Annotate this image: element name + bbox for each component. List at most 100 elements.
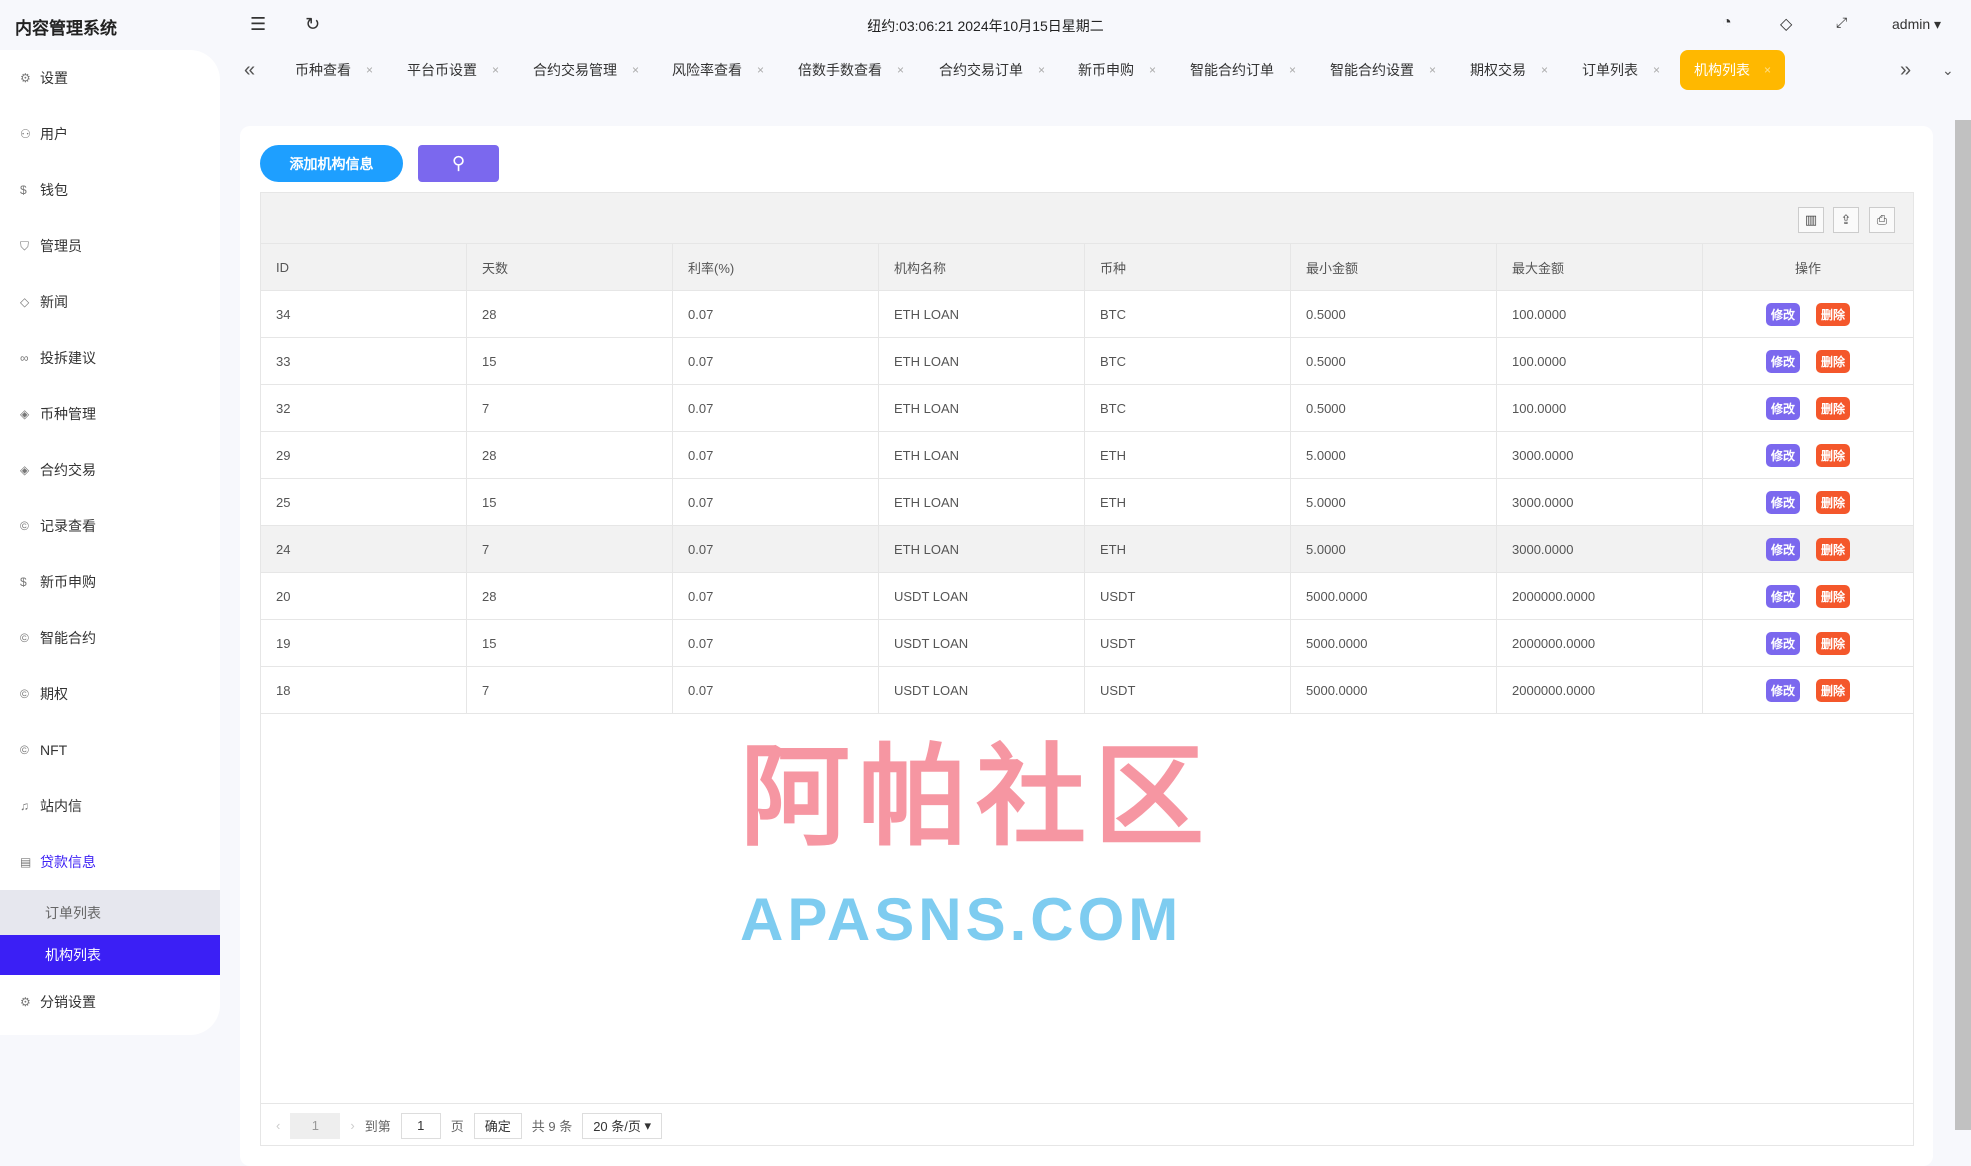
close-icon[interactable]: × — [1148, 63, 1156, 77]
tab-10[interactable]: 订单列表 × — [1582, 50, 1660, 90]
sidebar-item-4[interactable]: ◇ 新闻 — [0, 280, 220, 324]
coin-icon: © — [20, 631, 29, 645]
delete-button[interactable]: 删除 — [1816, 303, 1851, 326]
current-page[interactable]: 1 — [290, 1112, 341, 1139]
close-icon[interactable]: × — [365, 63, 373, 77]
shield-icon: ⛉ — [20, 238, 30, 253]
sidebar-item-2[interactable]: $ 钱包 — [0, 168, 220, 212]
sidebar-subitem-0[interactable]: 订单列表 — [0, 890, 220, 935]
add-institution-button[interactable]: 添加机构信息 — [260, 145, 403, 182]
edit-button[interactable]: 修改 — [1765, 538, 1800, 561]
sidebar-item-label: 用户 — [40, 126, 68, 142]
user-menu[interactable]: admin ▾ — [1892, 16, 1941, 33]
search-button[interactable]: ⚲ — [418, 145, 499, 182]
close-icon[interactable]: × — [1764, 63, 1772, 77]
sidebar-subitem-1[interactable]: 机构列表 — [0, 935, 220, 975]
tab-8[interactable]: 智能合约设置 × — [1330, 50, 1436, 90]
columns-icon[interactable]: ▥ — [1798, 207, 1824, 233]
dollar-icon: $ — [20, 575, 27, 589]
sidebar-item-1[interactable]: ⚇ 用户 — [0, 112, 220, 156]
sidebar-item-10[interactable]: © 智能合约 — [0, 616, 220, 660]
edit-button[interactable]: 修改 — [1765, 585, 1800, 608]
collapse-menu-icon[interactable]: ☰ — [250, 14, 267, 34]
close-icon[interactable]: × — [896, 63, 904, 77]
theme-icon[interactable]: ◔ — [1722, 14, 1732, 31]
diamond-icon: ◈ — [20, 407, 30, 421]
tab-11[interactable]: 机构列表 × — [1680, 50, 1786, 90]
edit-button[interactable]: 修改 — [1765, 303, 1800, 326]
next-page-icon[interactable]: › — [350, 1118, 355, 1133]
sidebar-item-3[interactable]: ⛉ 管理员 — [0, 224, 220, 268]
edit-button[interactable]: 修改 — [1765, 679, 1800, 702]
delete-button[interactable]: 删除 — [1816, 491, 1851, 514]
edit-button[interactable]: 修改 — [1765, 632, 1800, 655]
close-icon[interactable]: × — [631, 63, 639, 77]
tab-0[interactable]: 币种查看 × — [295, 50, 373, 90]
tab-9[interactable]: 期权交易 × — [1470, 50, 1548, 90]
close-icon[interactable]: × — [1540, 63, 1548, 77]
sidebar-item-13[interactable]: ♫ 站内信 — [0, 784, 220, 828]
delete-button[interactable]: 删除 — [1816, 585, 1851, 608]
table-cell: 100.0000 — [1497, 291, 1703, 338]
tag-icon[interactable]: ◇ — [1780, 16, 1793, 33]
delete-button[interactable]: 删除 — [1816, 632, 1851, 655]
close-icon[interactable]: × — [1428, 63, 1436, 77]
delete-button[interactable]: 删除 — [1816, 397, 1851, 420]
prev-page-icon[interactable]: ‹ — [276, 1118, 281, 1133]
tab-2[interactable]: 合约交易管理 × — [533, 50, 639, 90]
sidebar-item-8[interactable]: © 记录查看 — [0, 504, 220, 548]
table-row: 19 15 0.07 USDT LOAN USDT 5000.0000 2000000.00… — [261, 620, 1913, 667]
edit-button[interactable]: 修改 — [1765, 491, 1800, 514]
tab-3[interactable]: 风险率查看 × — [672, 50, 764, 90]
table-cell: 修改 删除 — [1703, 573, 1913, 620]
fullscreen-icon[interactable]: ⤢ — [1836, 14, 1848, 30]
sidebar-item-label: 新币申购 — [40, 574, 96, 590]
tab-6[interactable]: 新币申购 × — [1078, 50, 1156, 90]
tab-label: 智能合约设置 — [1330, 62, 1414, 78]
sidebar-item-6[interactable]: ◈ 币种管理 — [0, 392, 220, 436]
delete-button[interactable]: 删除 — [1816, 444, 1851, 467]
print-icon[interactable]: ⎙ — [1869, 207, 1895, 233]
table-cell: 5000.0000 — [1291, 573, 1497, 620]
sidebar-item-7[interactable]: ◈ 合约交易 — [0, 448, 220, 492]
close-icon[interactable]: × — [1037, 63, 1045, 77]
sidebar-item-9[interactable]: $ 新币申购 — [0, 560, 220, 604]
confirm-button[interactable]: 确定 — [473, 1112, 522, 1139]
delete-button[interactable]: 删除 — [1816, 538, 1851, 561]
table-cell: BTC — [1085, 338, 1291, 385]
tab-7[interactable]: 智能合约订单 × — [1190, 50, 1296, 90]
sidebar-item-12[interactable]: © NFT — [0, 728, 220, 772]
sidebar-item-distribution[interactable]: ⚙ 分销设置 — [0, 980, 220, 1024]
table-cell: 15 — [467, 338, 673, 385]
tabs-scroll-left-icon[interactable]: « — [244, 58, 256, 81]
page-size-select[interactable]: 20 条/页 ▾ — [582, 1112, 663, 1139]
scrollbar[interactable] — [1955, 120, 1971, 1130]
tabs-dropdown-icon[interactable]: ⌄ — [1942, 61, 1954, 78]
table-cell: 28 — [467, 291, 673, 338]
tab-label: 合约交易管理 — [533, 62, 617, 78]
tab-5[interactable]: 合约交易订单 × — [939, 50, 1045, 90]
tab-1[interactable]: 平台币设置 × — [407, 50, 499, 90]
tab-4[interactable]: 倍数手数查看 × — [798, 50, 904, 90]
page-unit-label: 页 — [450, 1119, 464, 1134]
sidebar-item-0[interactable]: ⚙ 设置 — [0, 56, 220, 100]
close-icon[interactable]: × — [491, 63, 499, 77]
export-icon[interactable]: ⇪ — [1833, 207, 1859, 233]
edit-button[interactable]: 修改 — [1765, 350, 1800, 373]
page-input[interactable]: 1 — [400, 1112, 441, 1139]
edit-button[interactable]: 修改 — [1765, 444, 1800, 467]
table-cell: ETH LOAN — [879, 432, 1085, 479]
tabs-scroll-right-icon[interactable]: » — [1900, 58, 1912, 81]
delete-button[interactable]: 删除 — [1816, 679, 1851, 702]
close-icon[interactable]: × — [756, 63, 764, 77]
delete-button[interactable]: 删除 — [1816, 350, 1851, 373]
tab-label: 期权交易 — [1470, 62, 1526, 78]
close-icon[interactable]: × — [1288, 63, 1296, 77]
refresh-icon[interactable]: ↻ — [305, 14, 321, 34]
sidebar-item-14[interactable]: ▤ 贷款信息 — [0, 840, 220, 884]
sidebar-item-5[interactable]: ∞ 投拆建议 — [0, 336, 220, 380]
table-toolbar: ▥ ⇪ ⎙ — [261, 193, 1913, 244]
sidebar-item-11[interactable]: © 期权 — [0, 672, 220, 716]
edit-button[interactable]: 修改 — [1765, 397, 1800, 420]
close-icon[interactable]: × — [1652, 63, 1660, 77]
